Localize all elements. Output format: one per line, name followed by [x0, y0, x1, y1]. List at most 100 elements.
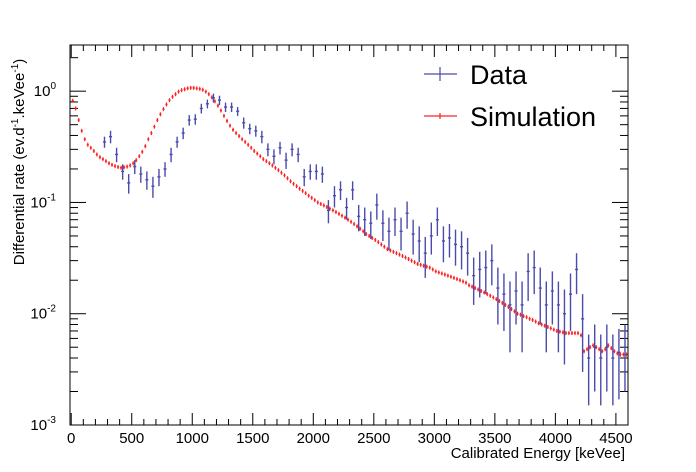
simulation-point — [153, 124, 156, 129]
simulation-point — [171, 94, 174, 99]
simulation-point — [498, 299, 501, 304]
simulation-point — [107, 161, 111, 166]
data-point — [133, 160, 137, 175]
data-point — [387, 217, 391, 251]
data-point — [357, 204, 361, 232]
simulation-point — [331, 208, 334, 213]
simulation-point — [150, 131, 153, 136]
simulation-point — [319, 201, 322, 206]
simulation-point — [277, 168, 280, 173]
simulation-point — [147, 137, 150, 142]
data-point — [575, 253, 579, 295]
simulation-point — [422, 263, 425, 268]
data-point — [617, 328, 621, 400]
data-point — [447, 224, 451, 258]
simulation-point — [274, 165, 277, 170]
data-point — [278, 141, 282, 155]
simulation-point — [377, 240, 380, 245]
simulation-point — [325, 205, 328, 210]
data-point — [611, 334, 615, 406]
simulation-point — [135, 158, 138, 163]
data-point — [272, 149, 276, 165]
data-point — [478, 251, 482, 298]
y-axis-title: Differential rate (ev.d-1.keVee-1) — [10, 59, 28, 266]
simulation-point — [222, 113, 226, 118]
simulation-point — [241, 137, 244, 142]
simulation-point — [477, 287, 480, 292]
data-point — [435, 207, 439, 236]
data-series — [102, 93, 627, 406]
data-point — [199, 103, 203, 114]
simulation-point — [471, 284, 474, 289]
simulation-point — [616, 351, 619, 356]
simulation-point — [186, 86, 189, 91]
simulation-point — [247, 142, 250, 147]
simulation-point — [468, 283, 471, 288]
simulation-point — [398, 252, 401, 257]
simulation-point — [271, 163, 274, 168]
simulation-point — [492, 295, 495, 300]
simulation-point — [619, 352, 622, 357]
simulation-point — [283, 173, 286, 178]
simulation-point — [262, 157, 265, 162]
data-point — [393, 207, 397, 236]
simulation-point — [440, 271, 443, 276]
simulation-point — [177, 89, 180, 94]
simulation-point — [576, 331, 580, 336]
simulation-point — [431, 267, 434, 272]
simulation-point — [126, 164, 129, 169]
simulation-point — [349, 219, 353, 224]
simulation-point — [207, 92, 210, 97]
simulation-point — [437, 270, 440, 275]
data-point — [520, 281, 524, 353]
data-point — [248, 123, 252, 135]
simulation-point — [455, 277, 459, 282]
simulation-point — [383, 244, 386, 249]
simulation-point — [265, 159, 268, 164]
y-tick-exponent: 0 — [50, 81, 56, 92]
y-axis-title-exp1: -1 — [10, 118, 21, 127]
data-point — [145, 171, 149, 190]
data-point — [224, 102, 228, 112]
simulation-point — [195, 86, 198, 91]
data-point — [568, 273, 573, 331]
simulation-point — [416, 261, 419, 266]
data-point — [490, 244, 494, 286]
x-tick-label: 1000 — [176, 430, 209, 447]
simulation-point — [268, 161, 271, 166]
data-point — [339, 181, 343, 201]
data-point — [163, 162, 167, 177]
data-point — [236, 107, 240, 116]
simulation-point — [546, 324, 549, 329]
simulation-point — [228, 123, 232, 128]
simulation-point — [168, 98, 171, 103]
y-tick-label: 10-2 — [30, 304, 56, 323]
data-point — [290, 143, 294, 157]
simulation-point — [537, 321, 540, 326]
data-point — [484, 250, 488, 295]
data-point — [605, 324, 609, 392]
data-point — [193, 114, 197, 125]
simulation-point — [586, 347, 589, 352]
simulation-point — [74, 106, 77, 111]
simulation-point — [310, 195, 313, 200]
simulation-point — [570, 331, 574, 336]
simulation-point — [219, 108, 222, 113]
simulation-point — [216, 103, 219, 108]
simulation-point — [174, 92, 177, 97]
simulation-point — [540, 322, 543, 327]
x-tick-label: 0 — [67, 430, 75, 447]
data-point — [472, 257, 476, 305]
data-point — [260, 130, 264, 144]
simulation-point — [80, 128, 83, 133]
y-tick-exponent: -2 — [47, 304, 56, 315]
data-point — [532, 250, 536, 295]
y-axis-title-exp2: -1 — [10, 63, 21, 72]
simulation-point — [446, 273, 449, 278]
simulation-point — [346, 217, 350, 222]
data-point — [151, 176, 155, 198]
simulation-point — [365, 232, 368, 237]
simulation-point — [534, 319, 537, 324]
y-tick-base: 10 — [30, 306, 47, 323]
x-tick-label: 4000 — [539, 430, 572, 447]
